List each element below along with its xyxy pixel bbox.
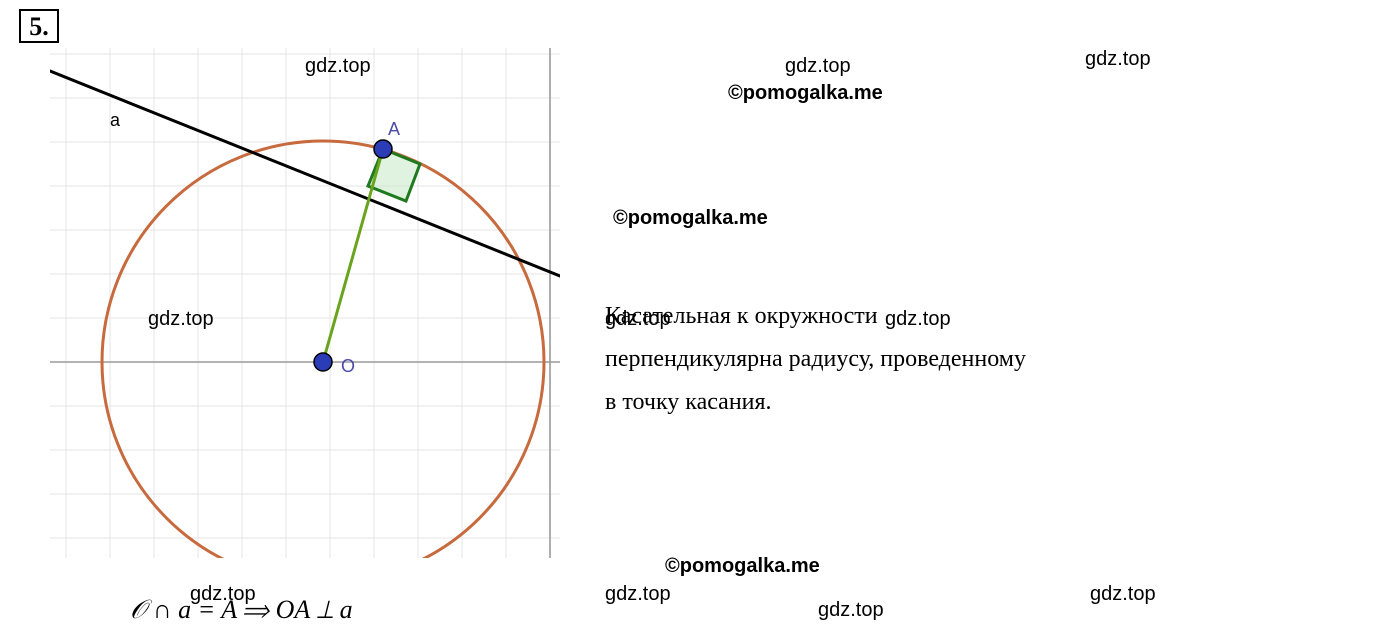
point-A [374, 140, 392, 158]
tangent-label: a [110, 110, 121, 130]
problem-number: 5. [29, 12, 49, 41]
formula: 𝒪 ∩ a = A ⟹ OA ⊥ a [130, 595, 353, 626]
watermark-text: gdz.top [1090, 583, 1156, 606]
point-O-label: O [341, 356, 355, 376]
watermark-text: gdz.top [785, 55, 851, 78]
watermark-text: ©pomogalka.me [613, 207, 768, 230]
tangent-line [50, 67, 560, 280]
watermark-text: gdz.top [1085, 48, 1151, 71]
geometry-diagram: A Oa [50, 48, 560, 558]
watermark-text: gdz.top [818, 599, 884, 622]
problem-number-box: 5. [19, 9, 59, 43]
point-O [314, 353, 332, 371]
formula-text: 𝒪 ∩ a = A ⟹ OA ⊥ a [130, 595, 353, 624]
grid [50, 48, 560, 558]
point-A-label: A [388, 119, 400, 139]
watermark-text: ©pomogalka.me [665, 555, 820, 578]
theorem-text: Касательная к окружностиперпендикулярна … [605, 295, 1305, 425]
watermark-text: gdz.top [605, 583, 671, 606]
circle [102, 141, 544, 558]
theorem-line: Касательная к окружности [605, 295, 1305, 338]
watermark-text: ©pomogalka.me [728, 82, 883, 105]
theorem-line: перпендикулярна радиусу, проведенному [605, 338, 1305, 381]
theorem-line: в точку касания. [605, 381, 1305, 424]
